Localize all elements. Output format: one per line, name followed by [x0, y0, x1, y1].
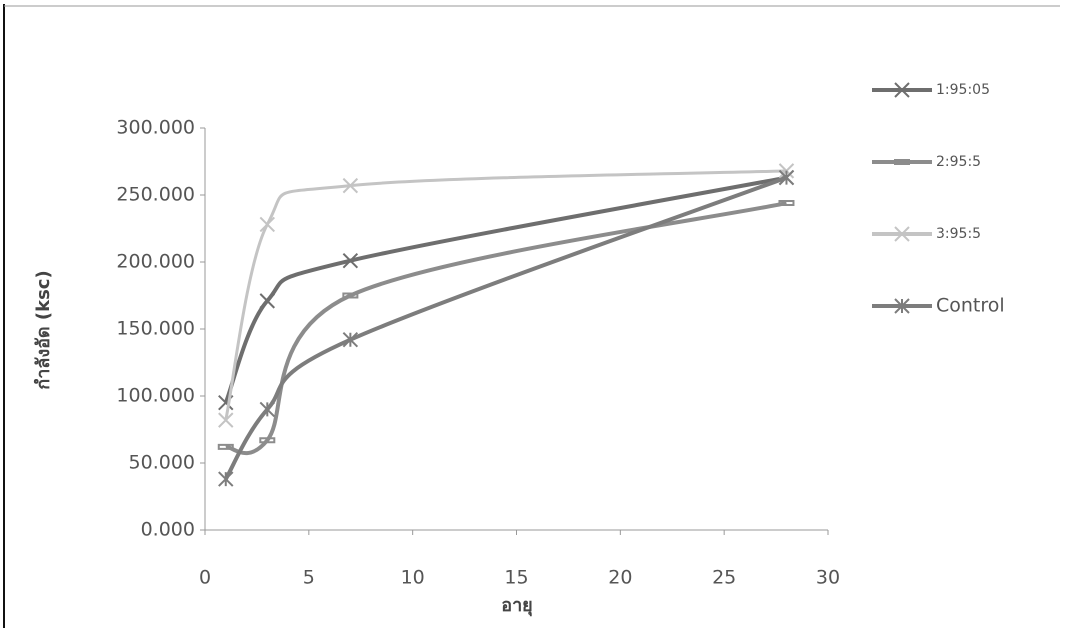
y-tick-label: 0.000 [141, 519, 195, 541]
legend-label: 1:95:05 [936, 82, 990, 98]
marker [259, 401, 276, 418]
x-tick-label: 0 [199, 567, 211, 589]
marker [342, 292, 359, 299]
x-tick-label: 30 [816, 567, 840, 589]
y-tick-label: 250.000 [116, 184, 195, 206]
marker [894, 82, 910, 98]
marker [778, 200, 795, 207]
y-tick-label: 150.000 [116, 318, 195, 340]
legend-label: 3:95:5 [936, 226, 981, 242]
x-tick-label: 20 [608, 567, 632, 589]
x-tick-label: 15 [504, 567, 528, 589]
legend-label: 2:95:5 [936, 154, 981, 170]
marker [217, 443, 234, 450]
marker [342, 252, 359, 269]
marker [342, 177, 359, 194]
x-tick-label: 5 [303, 567, 315, 589]
y-tick-label: 200.000 [116, 251, 195, 273]
y-tick-label: 100.000 [116, 385, 195, 407]
series-line [225, 201, 787, 456]
marker [894, 226, 910, 242]
marker [778, 169, 795, 186]
x-axis-title: อายุ [501, 595, 532, 617]
marker [342, 332, 359, 348]
marker [894, 159, 910, 165]
marker [259, 293, 276, 309]
marker [259, 216, 276, 233]
marker [218, 471, 234, 487]
marker [218, 412, 234, 428]
legend-label: Control [936, 295, 1005, 317]
y-tick-label: 300.000 [116, 117, 195, 139]
x-tick-label: 10 [401, 567, 425, 589]
y-axis-title: กำลังอัด (ksc) [33, 270, 54, 389]
series-line [223, 175, 787, 404]
series-line [224, 169, 787, 421]
y-tick-label: 50.000 [129, 452, 195, 474]
series-line [224, 175, 788, 481]
marker [259, 437, 276, 444]
x-tick-label: 25 [712, 567, 736, 589]
marker [894, 298, 910, 314]
